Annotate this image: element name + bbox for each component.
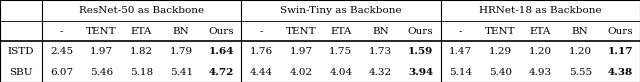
Text: 1.73: 1.73 [369, 47, 392, 56]
Text: BN: BN [173, 27, 189, 36]
Text: ISTD: ISTD [8, 47, 34, 56]
Text: 2.45: 2.45 [50, 47, 73, 56]
Text: 3.94: 3.94 [408, 68, 433, 77]
Text: 4.32: 4.32 [369, 68, 392, 77]
Text: Swin-Tiny as Backbone: Swin-Tiny as Backbone [280, 6, 402, 15]
Text: -: - [459, 27, 462, 36]
Text: 1.47: 1.47 [449, 47, 472, 56]
Text: 4.04: 4.04 [329, 68, 353, 77]
Text: 4.38: 4.38 [607, 68, 632, 77]
Text: -: - [259, 27, 263, 36]
Text: 1.59: 1.59 [408, 47, 433, 56]
Text: 1.75: 1.75 [329, 47, 353, 56]
Text: 5.41: 5.41 [170, 68, 193, 77]
Text: 1.97: 1.97 [90, 47, 113, 56]
Text: 4.93: 4.93 [529, 68, 552, 77]
Text: 1.17: 1.17 [607, 47, 633, 56]
Text: 5.46: 5.46 [90, 68, 113, 77]
Text: 1.20: 1.20 [529, 47, 552, 56]
Text: ETA: ETA [529, 27, 551, 36]
Text: 1.82: 1.82 [130, 47, 153, 56]
Text: BN: BN [372, 27, 389, 36]
Text: 4.44: 4.44 [250, 68, 273, 77]
Text: ETA: ETA [131, 27, 152, 36]
Text: 6.07: 6.07 [50, 68, 73, 77]
Text: 4.72: 4.72 [209, 68, 234, 77]
Text: 5.14: 5.14 [449, 68, 472, 77]
Text: TENT: TENT [485, 27, 516, 36]
Text: BN: BN [572, 27, 589, 36]
Text: ResNet-50 as Backbone: ResNet-50 as Backbone [79, 6, 204, 15]
Text: 5.18: 5.18 [130, 68, 153, 77]
Text: 1.20: 1.20 [568, 47, 592, 56]
Text: 1.79: 1.79 [170, 47, 193, 56]
Text: ETA: ETA [330, 27, 351, 36]
Text: -: - [60, 27, 63, 36]
Text: 1.29: 1.29 [489, 47, 512, 56]
Text: 1.76: 1.76 [250, 47, 273, 56]
Text: 5.40: 5.40 [489, 68, 512, 77]
Text: Ours: Ours [607, 27, 633, 36]
Text: Ours: Ours [208, 27, 234, 36]
Text: TENT: TENT [285, 27, 316, 36]
Text: HRNet-18 as Backbone: HRNet-18 as Backbone [479, 6, 602, 15]
Text: 4.02: 4.02 [289, 68, 312, 77]
Text: Ours: Ours [408, 27, 433, 36]
Text: SBU: SBU [9, 68, 33, 77]
Text: 1.64: 1.64 [209, 47, 234, 56]
Text: TENT: TENT [86, 27, 116, 36]
Text: 5.55: 5.55 [568, 68, 592, 77]
Text: 1.97: 1.97 [289, 47, 312, 56]
